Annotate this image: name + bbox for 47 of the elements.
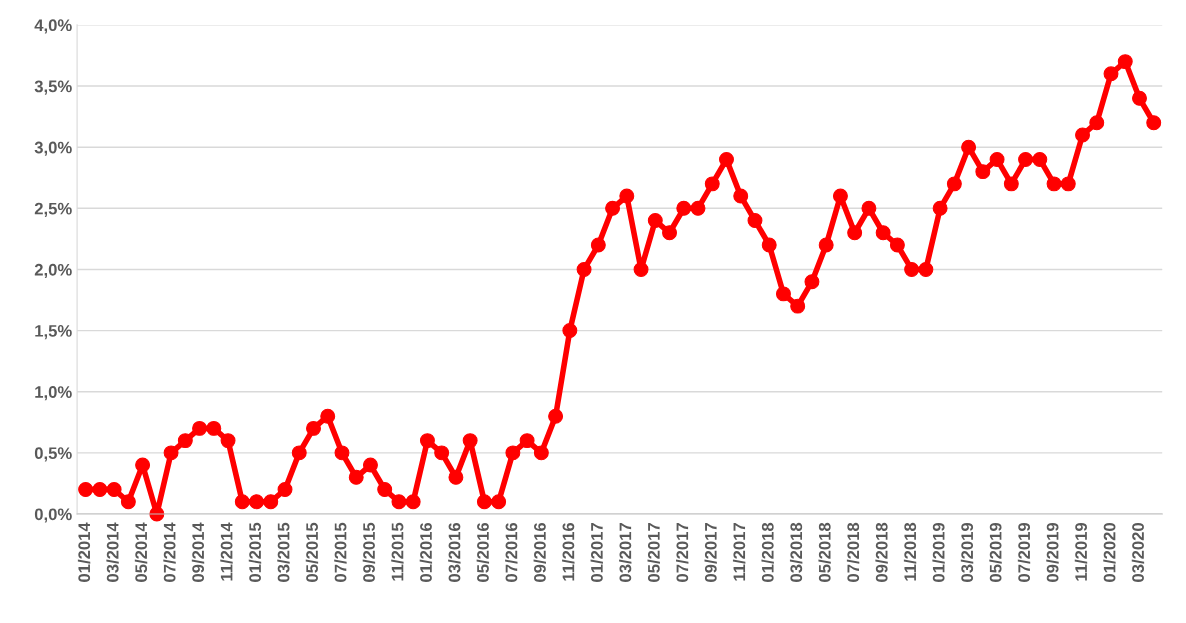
x-tick-label: 09/2014 bbox=[191, 522, 205, 582]
x-tick-label: 05/2018 bbox=[818, 522, 831, 582]
y-tick-label: 2,0% bbox=[34, 263, 72, 279]
x-tick-label: 01/2019 bbox=[932, 522, 945, 582]
x-tick-label: 01/2018 bbox=[761, 522, 774, 582]
x-tick-label: 11/2015 bbox=[391, 522, 404, 581]
x-tick-label: 03/2017 bbox=[619, 523, 632, 582]
x-tick-label: 03/2015 bbox=[277, 522, 290, 582]
x-tick-label: 11/2014 bbox=[220, 522, 233, 581]
y-tick-label: 4,0% bbox=[34, 19, 72, 34]
x-tick-label: 11/2018 bbox=[903, 522, 917, 581]
x-tick-label: 05/2014 bbox=[134, 522, 148, 582]
x-tick-label: 01/2017 bbox=[590, 523, 603, 582]
x-tick-label: 09/2019 bbox=[1046, 522, 1059, 582]
x-tick-label: 03/2019 bbox=[960, 522, 974, 582]
x-tick-label: 09/2015 bbox=[362, 522, 376, 582]
x-tick-label: 09/2017 bbox=[704, 523, 717, 582]
x-tick-label: 11/2016 bbox=[562, 522, 575, 581]
x-tick-label: 09/2016 bbox=[533, 522, 546, 582]
y-tick-label: 0,0% bbox=[34, 508, 72, 523]
x-tick-label: 03/2018 bbox=[789, 522, 803, 582]
x-tick-label: 05/2015 bbox=[305, 522, 319, 582]
y-tick-label: 3,0% bbox=[34, 141, 72, 156]
x-tick-label: 07/2015 bbox=[334, 522, 347, 582]
x-tick-label: 11/2017 bbox=[732, 523, 746, 581]
x-tick-label: 05/2017 bbox=[647, 523, 660, 582]
x-tick-label: 07/2016 bbox=[505, 522, 518, 582]
x-tick-label: 07/2018 bbox=[846, 522, 860, 582]
y-tick-label: 1,0% bbox=[35, 386, 72, 401]
x-tick-label: 03/2016 bbox=[448, 522, 461, 582]
x-tick-label: 01/2014 bbox=[77, 522, 91, 582]
x-tick-label: 01/2020 bbox=[1103, 522, 1116, 582]
y-tick-label: 2,5% bbox=[34, 202, 72, 217]
y-tick-label: 0,5% bbox=[34, 447, 72, 462]
x-tick-label: 05/2019 bbox=[989, 522, 1002, 582]
x-tick-label: 07/2019 bbox=[1017, 522, 1031, 582]
y-tick-label: 1,5% bbox=[35, 325, 72, 340]
x-tick-label: 07/2017 bbox=[676, 523, 689, 582]
x-tick-label: 03/2014 bbox=[106, 522, 119, 582]
x-tick-label: 05/2016 bbox=[476, 522, 490, 582]
x-tick-label: 09/2018 bbox=[875, 522, 888, 582]
x-tick-label: 01/2016 bbox=[419, 522, 433, 582]
x-tick-label: 01/2015 bbox=[248, 522, 262, 582]
y-tick-label: 3,5% bbox=[34, 80, 72, 95]
x-tick-label: 03/2020 bbox=[1131, 522, 1145, 582]
x-tick-label: 11/2019 bbox=[1074, 522, 1088, 581]
x-tick-label: 07/2014 bbox=[163, 522, 176, 582]
